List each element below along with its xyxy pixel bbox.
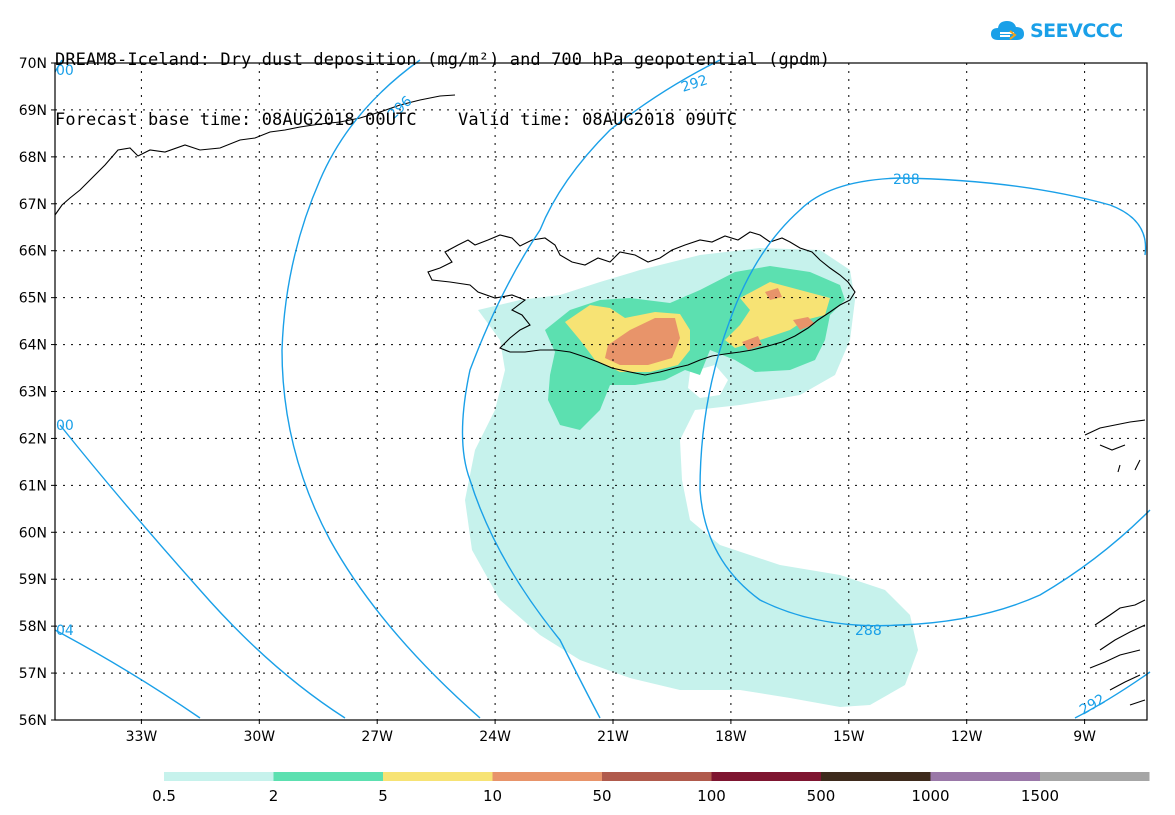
lon-label: 18W [715,729,747,745]
lat-label: 67N [19,197,47,213]
legend-label: 0.5 [152,787,176,805]
lon-label: 30W [243,729,275,745]
lon-label: 27W [361,729,393,745]
lat-label: 70N [19,56,47,72]
contour-labels: 296 292 288 288 00 00 04 292 [56,63,1108,718]
contour-label-292: 292 [679,72,709,95]
legend-swatch [821,772,931,781]
legend-label: 50 [592,787,611,805]
contour-300-north [54,59,63,73]
contour-label-292-bottom: 292 [1077,691,1108,718]
scotland-coast [1089,599,1146,706]
lat-label: 64N [19,338,47,354]
contour-296 [281,59,481,719]
lat-label: 63N [19,385,47,401]
lat-label: 65N [19,291,47,307]
contour-label-288-bottom: 288 [855,623,882,639]
contour-label-300-left: 00 [56,418,74,434]
lon-label: 24W [479,729,511,745]
map-axes: 70N 69N 68N 67N 66N 65N 64N 63N 62N 61N 60N 59N 58N 5… [19,56,1096,745]
title-line-2: Forecast base time: 08AUG2018 00UTC Vali… [55,110,738,130]
map-title: DREAM8-Iceland: Dry dust deposition (mg/… [55,10,830,150]
lon-label: 12W [951,729,983,745]
legend-swatch [273,772,383,781]
lon-label: 33W [126,729,158,745]
legend-swatch [711,772,821,781]
lat-label: 62N [19,431,47,447]
legend-label: 500 [807,787,836,805]
lat-label: 56N [19,713,47,729]
title-line-1: DREAM8-Iceland: Dry dust deposition (mg/… [55,50,831,70]
iceland-coast [427,231,856,376]
dust-deposition-layer [465,248,918,707]
lat-label: 68N [19,150,47,166]
contour-292-south [1074,671,1151,719]
contour-288 [699,177,1151,627]
lon-label: 21W [597,729,629,745]
dust-area-10 [605,318,680,365]
lon-label: 15W [833,729,865,745]
lat-label: 59N [19,572,47,588]
legend-swatch [492,772,602,781]
legend-label: 100 [697,787,726,805]
geopotential-contours [54,59,1151,719]
contour-label-304: 04 [56,623,74,639]
dust-area-10c [793,317,815,330]
dust-area-10b [765,288,782,300]
contour-label-300-top: 00 [56,63,74,79]
graticule [55,63,1147,720]
legend-swatch [164,772,274,781]
coastlines [54,94,1146,706]
lat-label: 57N [19,666,47,682]
lat-label: 60N [19,525,47,541]
color-legend: 0.5 2 5 10 50 100 500 1000 1500 [152,772,1150,805]
lat-label: 61N [19,478,47,494]
legend-swatch [1040,772,1150,781]
legend-label: 1000 [911,787,949,805]
contour-label-288-top: 288 [893,172,920,188]
cloud-icon [991,21,1024,40]
lon-label: 9W [1073,729,1096,745]
contour-304 [54,629,201,719]
legend-label: 1500 [1021,787,1059,805]
legend-swatch [383,772,493,781]
legend-swatch [930,772,1040,781]
legend-label: 5 [378,787,388,805]
faroe-norway-coast [1084,419,1146,473]
greenland-coast [54,94,456,216]
legend-swatch [602,772,712,781]
contour-300-west [59,424,346,719]
contour-292-north [461,59,721,719]
dust-area-5b [725,282,830,348]
legend-label: 2 [269,787,279,805]
lat-label: 69N [19,103,47,119]
lat-label: 66N [19,244,47,260]
legend-label: 10 [483,787,502,805]
dust-area-10d [742,336,762,350]
seevccc-logo: SEEVCCC [990,18,1123,44]
logo-text: SEEVCCC [1030,20,1123,42]
lat-label: 58N [19,619,47,635]
